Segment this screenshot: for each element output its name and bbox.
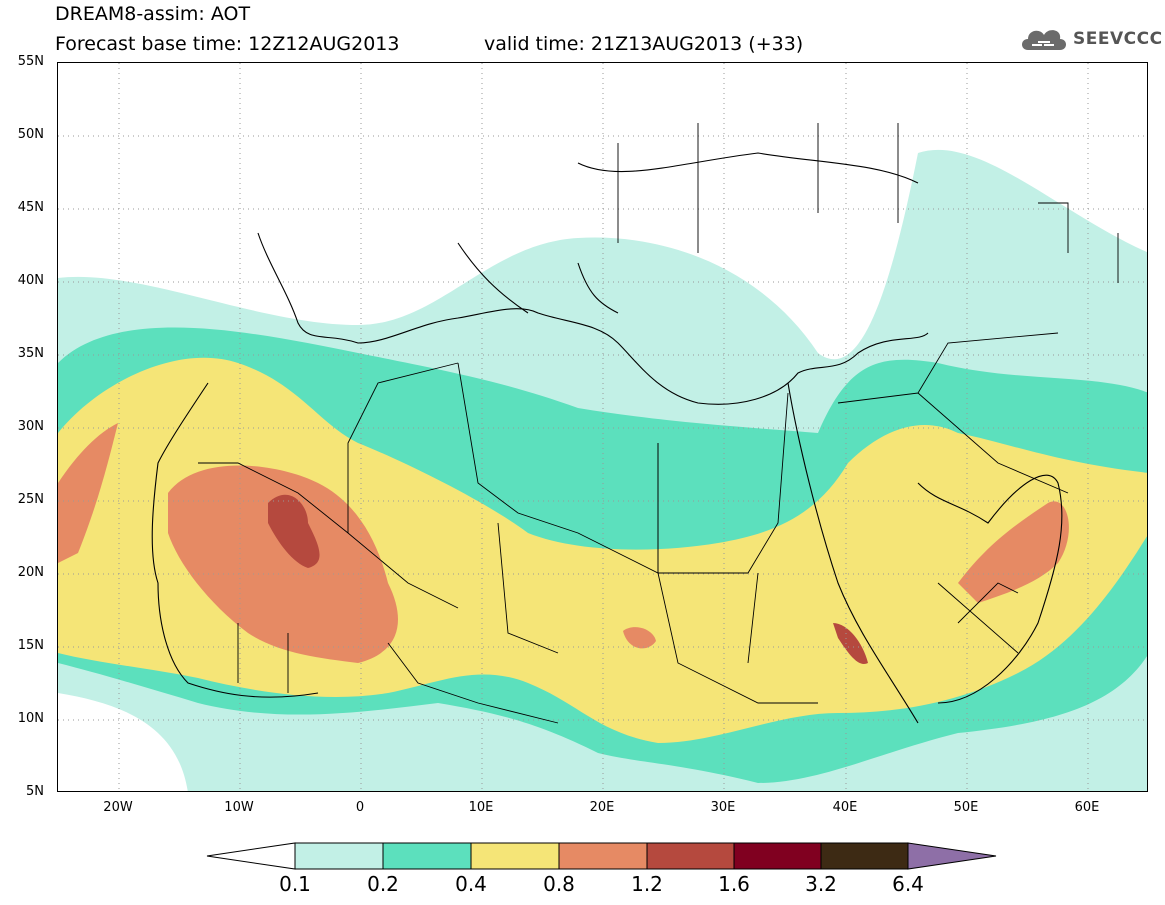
lon-tick-0: 0: [355, 800, 365, 815]
logo-text: SEEVCCC: [1073, 29, 1163, 49]
lat-tick-50n: 50N: [17, 127, 44, 142]
lat-tick-55n: 55N: [17, 54, 44, 69]
colorbar-label-0.1: 0.1: [279, 872, 311, 896]
lat-tick-5n: 5N: [26, 784, 44, 799]
lat-tick-25n: 25N: [17, 492, 44, 507]
colorbar-swatch-6: [820, 842, 909, 870]
colorbar-label-6.4: 6.4: [892, 872, 924, 896]
graticule: [58, 63, 1147, 791]
aot-band-0.8-sudan: [623, 627, 656, 649]
lat-tick-20n: 20N: [17, 565, 44, 580]
lat-tick-40n: 40N: [17, 273, 44, 288]
colorbar-swatch-1: [382, 842, 472, 870]
lat-tick-35n: 35N: [17, 346, 44, 361]
lon-tick-50e: 50E: [953, 800, 979, 815]
lat-tick-30n: 30N: [17, 419, 44, 434]
coastlines: [151, 152, 1063, 724]
colorbar-label-1.6: 1.6: [718, 872, 750, 896]
colorbar-swatch-0: [294, 842, 384, 870]
seevccc-logo: SEEVCCC: [1018, 24, 1163, 54]
aot-band-0.8-coast: [58, 423, 118, 563]
aot-band-1.2-redsea: [833, 623, 868, 664]
cloud-icon: [1022, 30, 1066, 50]
forecast-base-time: Forecast base time: 12Z12AUG2013: [55, 33, 400, 55]
colorbar-label-0.2: 0.2: [367, 872, 399, 896]
aot-map: [57, 62, 1148, 792]
lon-tick-60e: 60E: [1074, 800, 1100, 815]
colorbar-label-0.8: 0.8: [543, 872, 575, 896]
colorbar-swatch-4: [646, 842, 735, 870]
lon-tick-10e: 10E: [468, 800, 494, 815]
aot-band-0.8-arabia: [958, 501, 1069, 603]
lon-tick-10w: 10W: [224, 800, 254, 815]
lon-tick-40e: 40E: [832, 800, 858, 815]
colorbar-label-3.2: 3.2: [805, 872, 837, 896]
colorbar-swatch-5: [733, 842, 822, 870]
lat-tick-10n: 10N: [17, 711, 44, 726]
aot-map-svg: [58, 63, 1147, 791]
lon-tick-30e: 30E: [710, 800, 736, 815]
aot-band-0.8-west: [168, 465, 398, 663]
colorbar-swatch-2: [470, 842, 560, 870]
colorbar-label-0.4: 0.4: [455, 872, 487, 896]
lon-tick-20w: 20W: [103, 800, 133, 815]
colorbar-over-arrow: [907, 842, 997, 870]
lat-tick-45n: 45N: [17, 200, 44, 215]
lon-tick-20e: 20E: [589, 800, 615, 815]
colorbar-label-1.2: 1.2: [631, 872, 663, 896]
borders: [198, 123, 1119, 724]
lat-tick-15n: 15N: [17, 638, 44, 653]
valid-time: valid time: 21Z13AUG2013 (+33): [484, 33, 804, 55]
colorbar-under-arrow: [206, 842, 296, 870]
map-title: DREAM8-assim: AOT: [55, 3, 251, 25]
colorbar-swatch-3: [558, 842, 648, 870]
aot-band-1.2: [268, 494, 320, 568]
